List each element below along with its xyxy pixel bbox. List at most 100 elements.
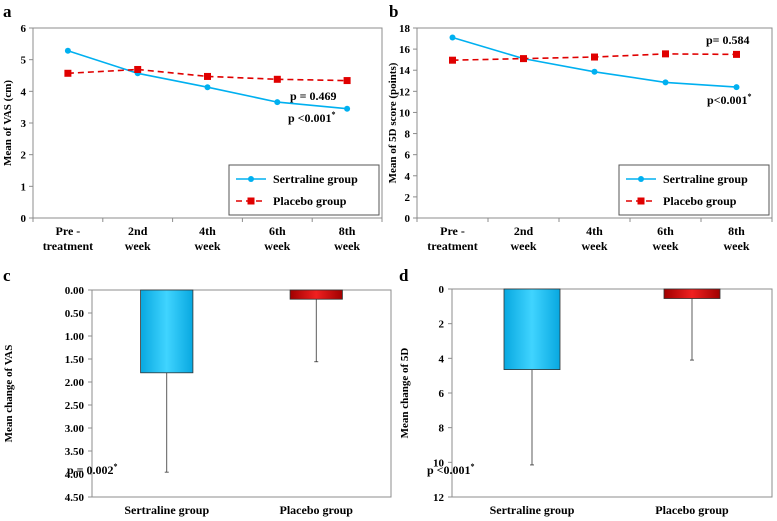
- y-axis-label: Mean of 5D score (points): [387, 62, 399, 183]
- legend-marker: [638, 176, 644, 182]
- legend-marker: [248, 176, 254, 182]
- x-category-label: Pre -: [56, 224, 81, 238]
- x-category-label: week: [334, 239, 360, 253]
- placebo-point: [204, 72, 211, 80]
- placebo-point: [343, 77, 351, 85]
- placebo-point: [591, 53, 598, 61]
- sertraline-bar: [140, 289, 194, 374]
- y-tick-label: 12: [399, 86, 411, 98]
- y-tick-label: 12: [433, 492, 445, 504]
- sertraline-point: [64, 47, 71, 54]
- panel-letter-c: c: [3, 266, 11, 285]
- y-tick-label: 0: [439, 284, 445, 296]
- y-tick-label: 16: [399, 44, 411, 56]
- p-value-annotation: p= 0.584: [706, 33, 750, 47]
- legend-label: Placebo group: [663, 194, 737, 208]
- x-category-label: week: [195, 239, 221, 253]
- y-tick-label: 3.00: [65, 423, 85, 435]
- sertraline-point: [662, 79, 669, 86]
- y-tick-label: 2.50: [65, 400, 85, 412]
- p-value-annotation: p = 0.002*: [67, 462, 118, 477]
- y-tick-label: 6: [439, 388, 445, 400]
- y-tick-label: 3.50: [65, 446, 85, 458]
- placebo-point: [733, 50, 740, 58]
- placebo-point: [134, 65, 142, 73]
- legend-label: Sertraline group: [663, 172, 748, 186]
- y-tick-label: 2.00: [65, 377, 85, 389]
- plot-area: [451, 288, 773, 498]
- x-category-label: Placebo group: [280, 503, 354, 517]
- p-value-annotation: p <0.001*: [427, 462, 475, 477]
- sertraline-bar: [503, 288, 561, 370]
- y-axis-label: Mean change of 5D: [399, 348, 411, 439]
- x-category-label: week: [653, 239, 679, 253]
- sertraline-point: [733, 84, 740, 91]
- y-tick-label: 4: [439, 353, 445, 365]
- y-tick-label: 4.50: [65, 492, 85, 504]
- placebo-point: [64, 69, 72, 77]
- x-category-label: treatment: [427, 239, 477, 253]
- sertraline-point: [449, 34, 456, 41]
- x-category-label: 4th: [199, 224, 216, 238]
- y-tick-label: 0: [21, 213, 27, 225]
- sertraline-point: [204, 84, 211, 91]
- y-tick-label: 2: [439, 319, 445, 331]
- placebo-point: [449, 56, 456, 64]
- y-tick-label: 8: [405, 129, 411, 141]
- x-category-label: treatment: [43, 239, 93, 253]
- legend-marker: [247, 197, 255, 205]
- y-tick-label: 2: [405, 192, 411, 204]
- panel-letter-d: d: [399, 266, 409, 285]
- legend-label: Placebo group: [273, 194, 347, 208]
- placebo-point: [273, 75, 281, 83]
- y-axis-label: Mean change of VAS: [3, 345, 15, 443]
- x-category-label: week: [582, 239, 608, 253]
- y-tick-label: 10: [399, 107, 411, 119]
- x-category-label: Sertraline group: [490, 503, 575, 517]
- y-tick-label: 4: [21, 86, 27, 98]
- x-category-label: Placebo group: [655, 503, 729, 517]
- x-category-label: 6th: [269, 224, 286, 238]
- y-tick-label: 6: [405, 150, 411, 162]
- x-category-label: 4th: [586, 224, 603, 238]
- y-tick-label: 0.50: [65, 308, 85, 320]
- y-tick-label: 14: [399, 65, 411, 77]
- placebo-bar: [289, 289, 343, 300]
- x-category-label: week: [511, 239, 537, 253]
- y-tick-label: 18: [399, 23, 411, 35]
- x-category-label: week: [724, 239, 750, 253]
- y-tick-label: 0.00: [65, 285, 85, 297]
- p-value-annotation: p <0.001*: [288, 110, 336, 125]
- y-tick-label: 4.00: [65, 469, 85, 481]
- y-tick-label: 6: [21, 23, 27, 35]
- x-category-label: Sertraline group: [124, 503, 209, 517]
- sertraline-point: [591, 68, 598, 75]
- legend: [618, 164, 770, 216]
- panel-letter-a: a: [3, 2, 12, 21]
- y-tick-label: 4: [405, 171, 411, 183]
- legend-label: Sertraline group: [273, 172, 358, 186]
- x-category-label: week: [125, 239, 151, 253]
- placebo-point: [662, 50, 669, 58]
- y-axis-label: Mean of VAS (cm): [2, 80, 14, 166]
- x-category-label: 2nd: [128, 224, 148, 238]
- y-tick-label: 10: [433, 457, 445, 469]
- x-category-label: 8th: [728, 224, 745, 238]
- y-tick-label: 1.00: [65, 331, 85, 343]
- x-category-label: week: [264, 239, 290, 253]
- x-category-label: 6th: [657, 224, 674, 238]
- p-value-annotation: p = 0.469: [290, 89, 337, 103]
- x-category-label: 2nd: [514, 224, 534, 238]
- plot-area: [91, 289, 392, 498]
- y-tick-label: 1.50: [65, 354, 85, 366]
- y-tick-label: 3: [21, 118, 27, 130]
- y-tick-label: 8: [439, 423, 445, 435]
- y-tick-label: 0: [405, 213, 411, 225]
- y-tick-label: 5: [21, 55, 27, 67]
- p-value-annotation: p<0.001*: [707, 92, 752, 107]
- sertraline-point: [344, 105, 351, 112]
- sertraline-point: [274, 99, 281, 106]
- placebo-point: [520, 55, 527, 63]
- x-category-label: 8th: [339, 224, 356, 238]
